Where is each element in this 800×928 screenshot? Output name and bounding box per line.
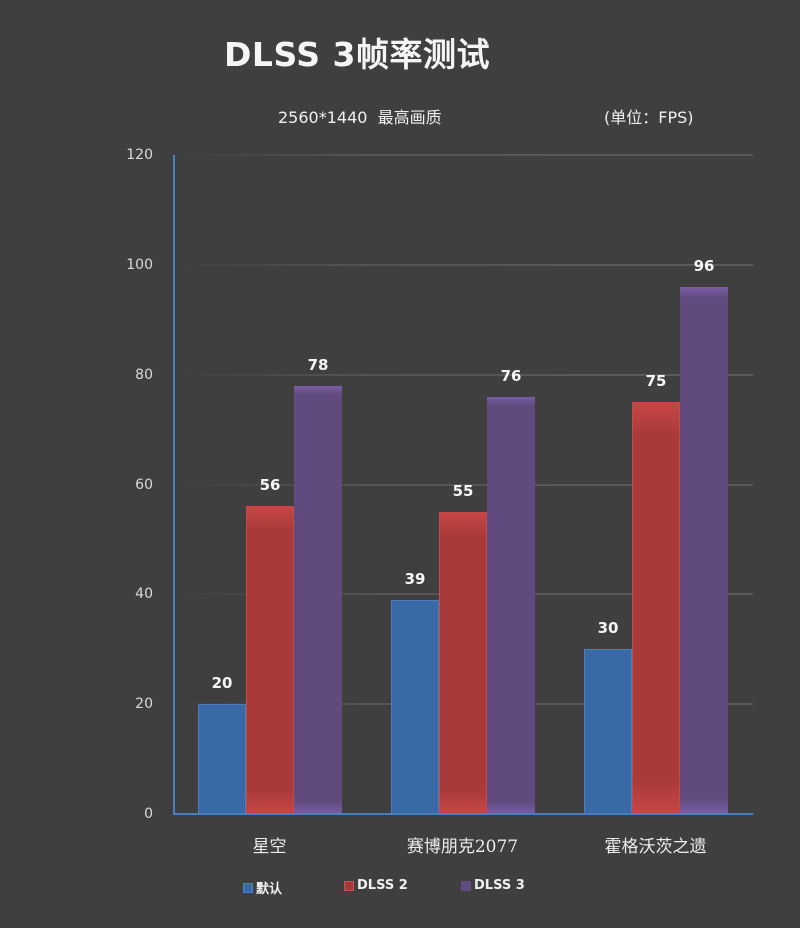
- legend-item-dlss3: DLSS 3: [461, 878, 525, 893]
- bar-value-label: 30: [597, 619, 619, 638]
- legend-swatch-default: [243, 882, 253, 893]
- bar-dlss3: [294, 385, 342, 814]
- bar-value-label: 75: [645, 372, 667, 391]
- legend-label-dlss3: DLSS 3: [474, 878, 525, 893]
- chart-title: DLSS 3帧率测试: [224, 35, 490, 74]
- bar-value-label: 96: [693, 256, 715, 275]
- bar-dlss3: [487, 396, 535, 814]
- x-category-label: 星空: [252, 837, 287, 857]
- bar-value-label: 20: [211, 674, 233, 693]
- legend-swatch-dlss2: [344, 880, 354, 891]
- bar-value-label: 76: [500, 366, 522, 385]
- bar-value-label: 56: [259, 476, 281, 495]
- bar-value-label: 78: [307, 355, 329, 374]
- legend-item-dlss2: DLSS 2: [344, 878, 408, 893]
- bar-dlss3: [680, 286, 728, 814]
- legend-label-default: 默认: [256, 882, 283, 897]
- x-category-label: 霍格沃茨之遗: [604, 837, 707, 857]
- chart-subtitle: 2560*1440 最高画质: [278, 108, 442, 127]
- y-axis-line: [173, 155, 175, 814]
- bar-default: [584, 649, 632, 814]
- bar-value-label: 39: [404, 569, 426, 588]
- bar-default: [198, 704, 246, 814]
- y-tick-label: 80: [135, 366, 153, 383]
- gridline: [173, 154, 753, 156]
- y-tick-label: 60: [135, 476, 153, 493]
- y-tick-label: 20: [135, 696, 153, 713]
- plot-area: [173, 154, 753, 815]
- bar-dlss2: [439, 511, 487, 814]
- gridline: [173, 263, 753, 266]
- legend-swatch-dlss3: [461, 880, 471, 891]
- bar-dlss2: [246, 506, 294, 814]
- y-tick-label: 0: [144, 806, 153, 822]
- legend-label-dlss2: DLSS 2: [357, 878, 408, 893]
- legend-item-default: 默认: [243, 878, 282, 897]
- bar-dlss2: [632, 402, 680, 814]
- unit-note: (单位：FPS): [604, 108, 694, 127]
- y-tick-label: 100: [126, 256, 153, 273]
- bar-default: [391, 599, 439, 814]
- x-category-label: 赛博朋克2077: [406, 837, 519, 857]
- y-tick-label: 120: [126, 147, 153, 163]
- y-tick-label: 40: [135, 586, 153, 603]
- gridline: [173, 483, 753, 486]
- bar-value-label: 55: [452, 481, 474, 500]
- x-axis-line: [173, 813, 753, 815]
- gridline: [173, 373, 753, 376]
